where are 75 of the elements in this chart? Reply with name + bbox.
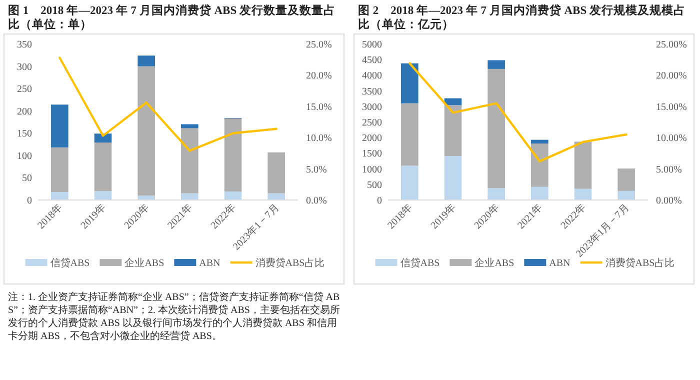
bar	[51, 104, 68, 148]
y-tick-label: 500	[367, 180, 382, 191]
bar	[401, 103, 418, 166]
y-tick-label: 50	[22, 173, 32, 184]
bar	[488, 68, 505, 188]
legend-label: 消费贷ABS占比	[605, 257, 675, 269]
legend-label: 企业ABS	[474, 257, 514, 269]
bar	[488, 188, 505, 200]
legend-label: ABN	[549, 258, 570, 269]
bar	[401, 166, 418, 200]
bar	[531, 186, 548, 200]
bar	[618, 168, 635, 191]
bar	[444, 156, 462, 200]
y2-tick-label: 5.00%	[656, 164, 682, 176]
bar	[444, 105, 462, 156]
y2-tick-label: 25.0%	[306, 40, 332, 50]
bar	[94, 191, 112, 200]
y-tick-label: 5000	[362, 40, 382, 50]
y-tick-label: 100	[17, 150, 32, 162]
bar	[94, 142, 112, 192]
y2-tick-label: 0.0%	[306, 196, 327, 206]
line-series	[58, 56, 278, 152]
bar	[181, 128, 198, 194]
legend-label: ABN	[199, 258, 220, 269]
y-tick-label: 250	[17, 84, 32, 96]
bar	[531, 140, 548, 144]
y-tick-label: 1000	[362, 164, 382, 176]
bar	[618, 190, 635, 200]
y-tick-label: 0	[27, 196, 32, 206]
bar	[268, 193, 285, 200]
y-tick-label: 1500	[362, 148, 382, 160]
y2-tick-label: 5.0%	[306, 164, 327, 176]
y-tick-label: 3500	[362, 86, 382, 98]
legend-label: 企业ABS	[124, 257, 164, 269]
bar	[488, 60, 505, 69]
bar	[574, 188, 592, 200]
y2-tick-label: 20.0%	[306, 70, 332, 82]
chart-title: 图 2 2018 年—2023 年 7 月国内消费贷 ABS 发行规模及规模占比（单位：亿元）	[358, 3, 686, 31]
text: 注：1. 企业资产支持证券简称“企业 ABS”；信贷资产支持证券简称“信贷 ABS”；资产支持票据简称“ABN”；2. 本次统计消费贷 ABS，主要包括在交易所发行的个人消费贷款 ABS 以及银行间市场发行的个人消费贷款 ABS 和信用卡分期 ABS，不包含对小微企业的经营贷 ABS。	[8, 291, 340, 342]
y-tick-label: 0	[377, 196, 382, 206]
y-tick-label: 4000	[362, 70, 382, 82]
bar	[138, 196, 155, 200]
bar	[224, 192, 242, 200]
bar	[138, 66, 155, 196]
y2-tick-label: 15.00%	[656, 102, 687, 113]
y-tick-label: 150	[17, 128, 32, 140]
bar	[138, 56, 155, 66]
y-tick-label: 300	[17, 62, 32, 73]
y2-tick-label: 15.0%	[306, 102, 332, 113]
y-tick-label: 200	[17, 106, 32, 118]
bar	[94, 134, 112, 143]
bar	[268, 152, 285, 194]
bar	[181, 193, 198, 200]
bar	[51, 192, 68, 200]
bar	[531, 144, 548, 187]
legend-label: 信贷ABS	[50, 257, 90, 269]
y-tick-label: 2000	[362, 133, 382, 144]
y2-tick-label: 10.00%	[656, 133, 687, 144]
y-tick-label: 350	[17, 40, 32, 50]
bar	[401, 63, 418, 104]
line-series	[408, 62, 628, 162]
bar	[51, 147, 68, 192]
legend-label: 信贷ABS	[400, 257, 440, 269]
y2-tick-label: 0.00%	[656, 196, 682, 206]
y2-tick-label: 25.00%	[656, 40, 687, 50]
legend-label: 消费贷ABS占比	[255, 257, 325, 269]
bar	[224, 118, 242, 192]
chart-title: 图 1 2018 年—2023 年 7 月国内消费贷 ABS 发行数量及数量占比（单位：单）	[8, 3, 336, 31]
y-tick-label: 4500	[362, 55, 382, 66]
y-tick-label: 3000	[362, 102, 382, 113]
bar	[181, 124, 198, 128]
y-tick-label: 2500	[362, 118, 382, 128]
y2-tick-label: 10.0%	[306, 133, 332, 144]
y2-tick-label: 20.00%	[656, 70, 687, 82]
bar	[574, 142, 592, 189]
